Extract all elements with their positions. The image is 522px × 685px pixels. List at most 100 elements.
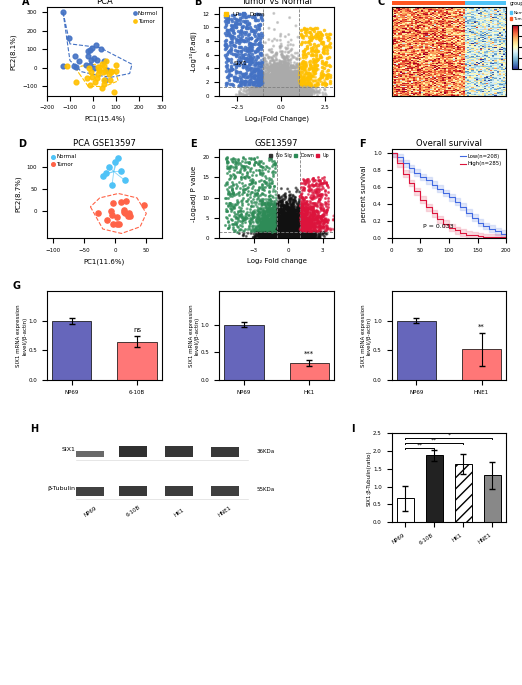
Point — [259, 89, 268, 100]
Point — [277, 224, 286, 235]
Point — [305, 230, 314, 241]
Point — [294, 82, 303, 92]
Point — [263, 83, 271, 94]
Point — [304, 228, 313, 239]
Point — [255, 75, 264, 86]
Point — [265, 87, 273, 98]
Point — [230, 71, 238, 82]
Point — [293, 89, 302, 100]
Point — [297, 223, 305, 234]
Title: GSE13597: GSE13597 — [255, 139, 299, 148]
Text: B: B — [194, 0, 201, 7]
Point — [289, 77, 297, 88]
Point — [295, 86, 304, 97]
Point — [275, 84, 283, 95]
Point — [288, 221, 296, 232]
Point — [270, 70, 279, 81]
Point — [305, 219, 314, 229]
Point — [263, 226, 271, 237]
Point — [299, 229, 307, 240]
Point — [292, 71, 301, 82]
Point — [292, 210, 300, 221]
Point — [286, 86, 294, 97]
Point — [305, 59, 314, 70]
Point — [283, 231, 291, 242]
Point — [278, 88, 286, 99]
Point — [270, 77, 278, 88]
Point — [298, 216, 306, 227]
Point — [265, 225, 273, 236]
Point — [277, 86, 286, 97]
Point — [282, 68, 290, 79]
Point — [292, 83, 301, 94]
Point — [294, 216, 302, 227]
Point — [278, 88, 286, 99]
Point — [314, 221, 323, 232]
Point — [277, 228, 285, 239]
Point — [257, 41, 265, 52]
Point — [232, 37, 240, 48]
Point — [301, 217, 310, 228]
Point — [271, 77, 279, 88]
Point — [295, 90, 304, 101]
Point — [281, 88, 290, 99]
Point — [289, 206, 297, 216]
Point — [284, 66, 293, 77]
Point — [270, 88, 278, 99]
Point — [279, 89, 288, 100]
Point — [289, 232, 298, 243]
Point — [294, 229, 303, 240]
Point — [305, 232, 313, 242]
Point — [304, 77, 312, 88]
Point — [276, 77, 284, 88]
Point — [271, 87, 280, 98]
Point — [266, 73, 275, 84]
Point — [269, 88, 278, 99]
Point — [268, 88, 276, 99]
Point — [288, 229, 296, 240]
Point — [295, 209, 304, 220]
Point — [291, 70, 299, 81]
Point — [274, 84, 282, 95]
Point — [269, 221, 277, 232]
Point — [295, 210, 303, 221]
Point — [265, 232, 273, 243]
Point — [300, 82, 309, 93]
Point — [246, 69, 255, 80]
Point — [284, 58, 293, 68]
Point — [278, 86, 287, 97]
Point — [269, 87, 278, 98]
Point — [270, 24, 279, 35]
Point — [284, 73, 292, 84]
Point — [280, 77, 288, 88]
Point — [277, 79, 285, 90]
Point — [270, 212, 279, 223]
Point — [314, 219, 322, 230]
Point — [282, 77, 291, 88]
Point — [284, 89, 292, 100]
Point — [242, 56, 250, 67]
Point — [268, 82, 276, 93]
Point — [234, 89, 243, 100]
Point — [228, 183, 236, 194]
Point — [296, 225, 304, 236]
Point — [283, 223, 292, 234]
Point — [313, 216, 321, 227]
Point — [286, 212, 294, 223]
Point — [256, 90, 264, 101]
Point — [284, 215, 292, 226]
Point — [298, 226, 306, 237]
Point — [248, 83, 257, 94]
Point — [281, 90, 289, 101]
Point — [267, 75, 275, 86]
Point — [292, 87, 301, 98]
Point — [251, 88, 259, 99]
Point — [289, 90, 297, 101]
Point — [246, 177, 255, 188]
Point — [296, 82, 305, 92]
Point — [290, 209, 298, 220]
Point — [272, 90, 280, 101]
Point — [266, 75, 275, 86]
Point — [278, 219, 286, 229]
Point — [302, 65, 311, 76]
